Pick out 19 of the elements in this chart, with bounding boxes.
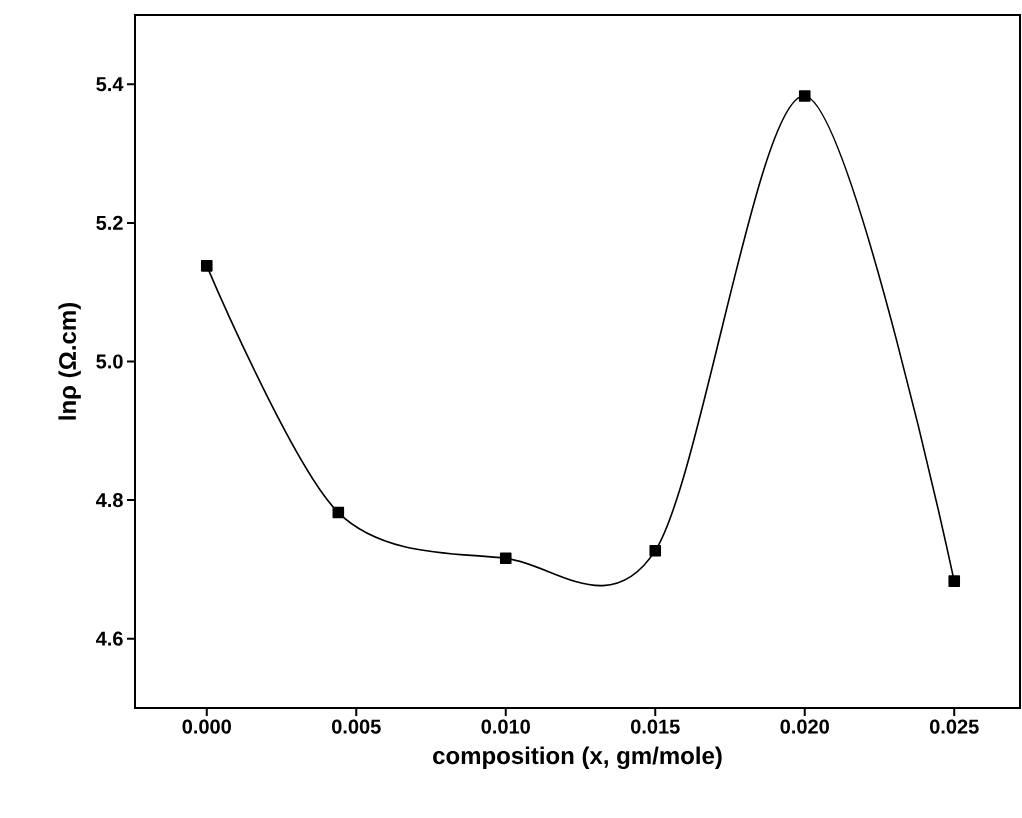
point [200,260,213,272]
y-tick-label: 5.0 [96,354,123,369]
point [649,544,662,557]
x-tick-label: 0.020 [780,719,829,734]
x-axis-title: composition (x, gm/mole) [433,746,722,770]
y-tick-label: 4.8 [95,493,123,508]
x-tick-label: 0.015 [631,719,680,734]
point [332,506,345,519]
x-tick-label: 0.005 [332,719,381,734]
y-tick-label: 5.2 [96,215,123,230]
y-tick-label: 4.6 [95,631,123,646]
y-tick-label: 5.4 [96,77,124,92]
point [798,90,811,102]
x-tick-label: 0.000 [182,719,231,734]
x-tick-label: 0.025 [929,719,979,734]
y-axis-title: lnρ (Ω.cm) [58,302,81,420]
point [948,575,961,587]
point [499,552,512,565]
x-tick-label: 0.010 [481,719,530,734]
